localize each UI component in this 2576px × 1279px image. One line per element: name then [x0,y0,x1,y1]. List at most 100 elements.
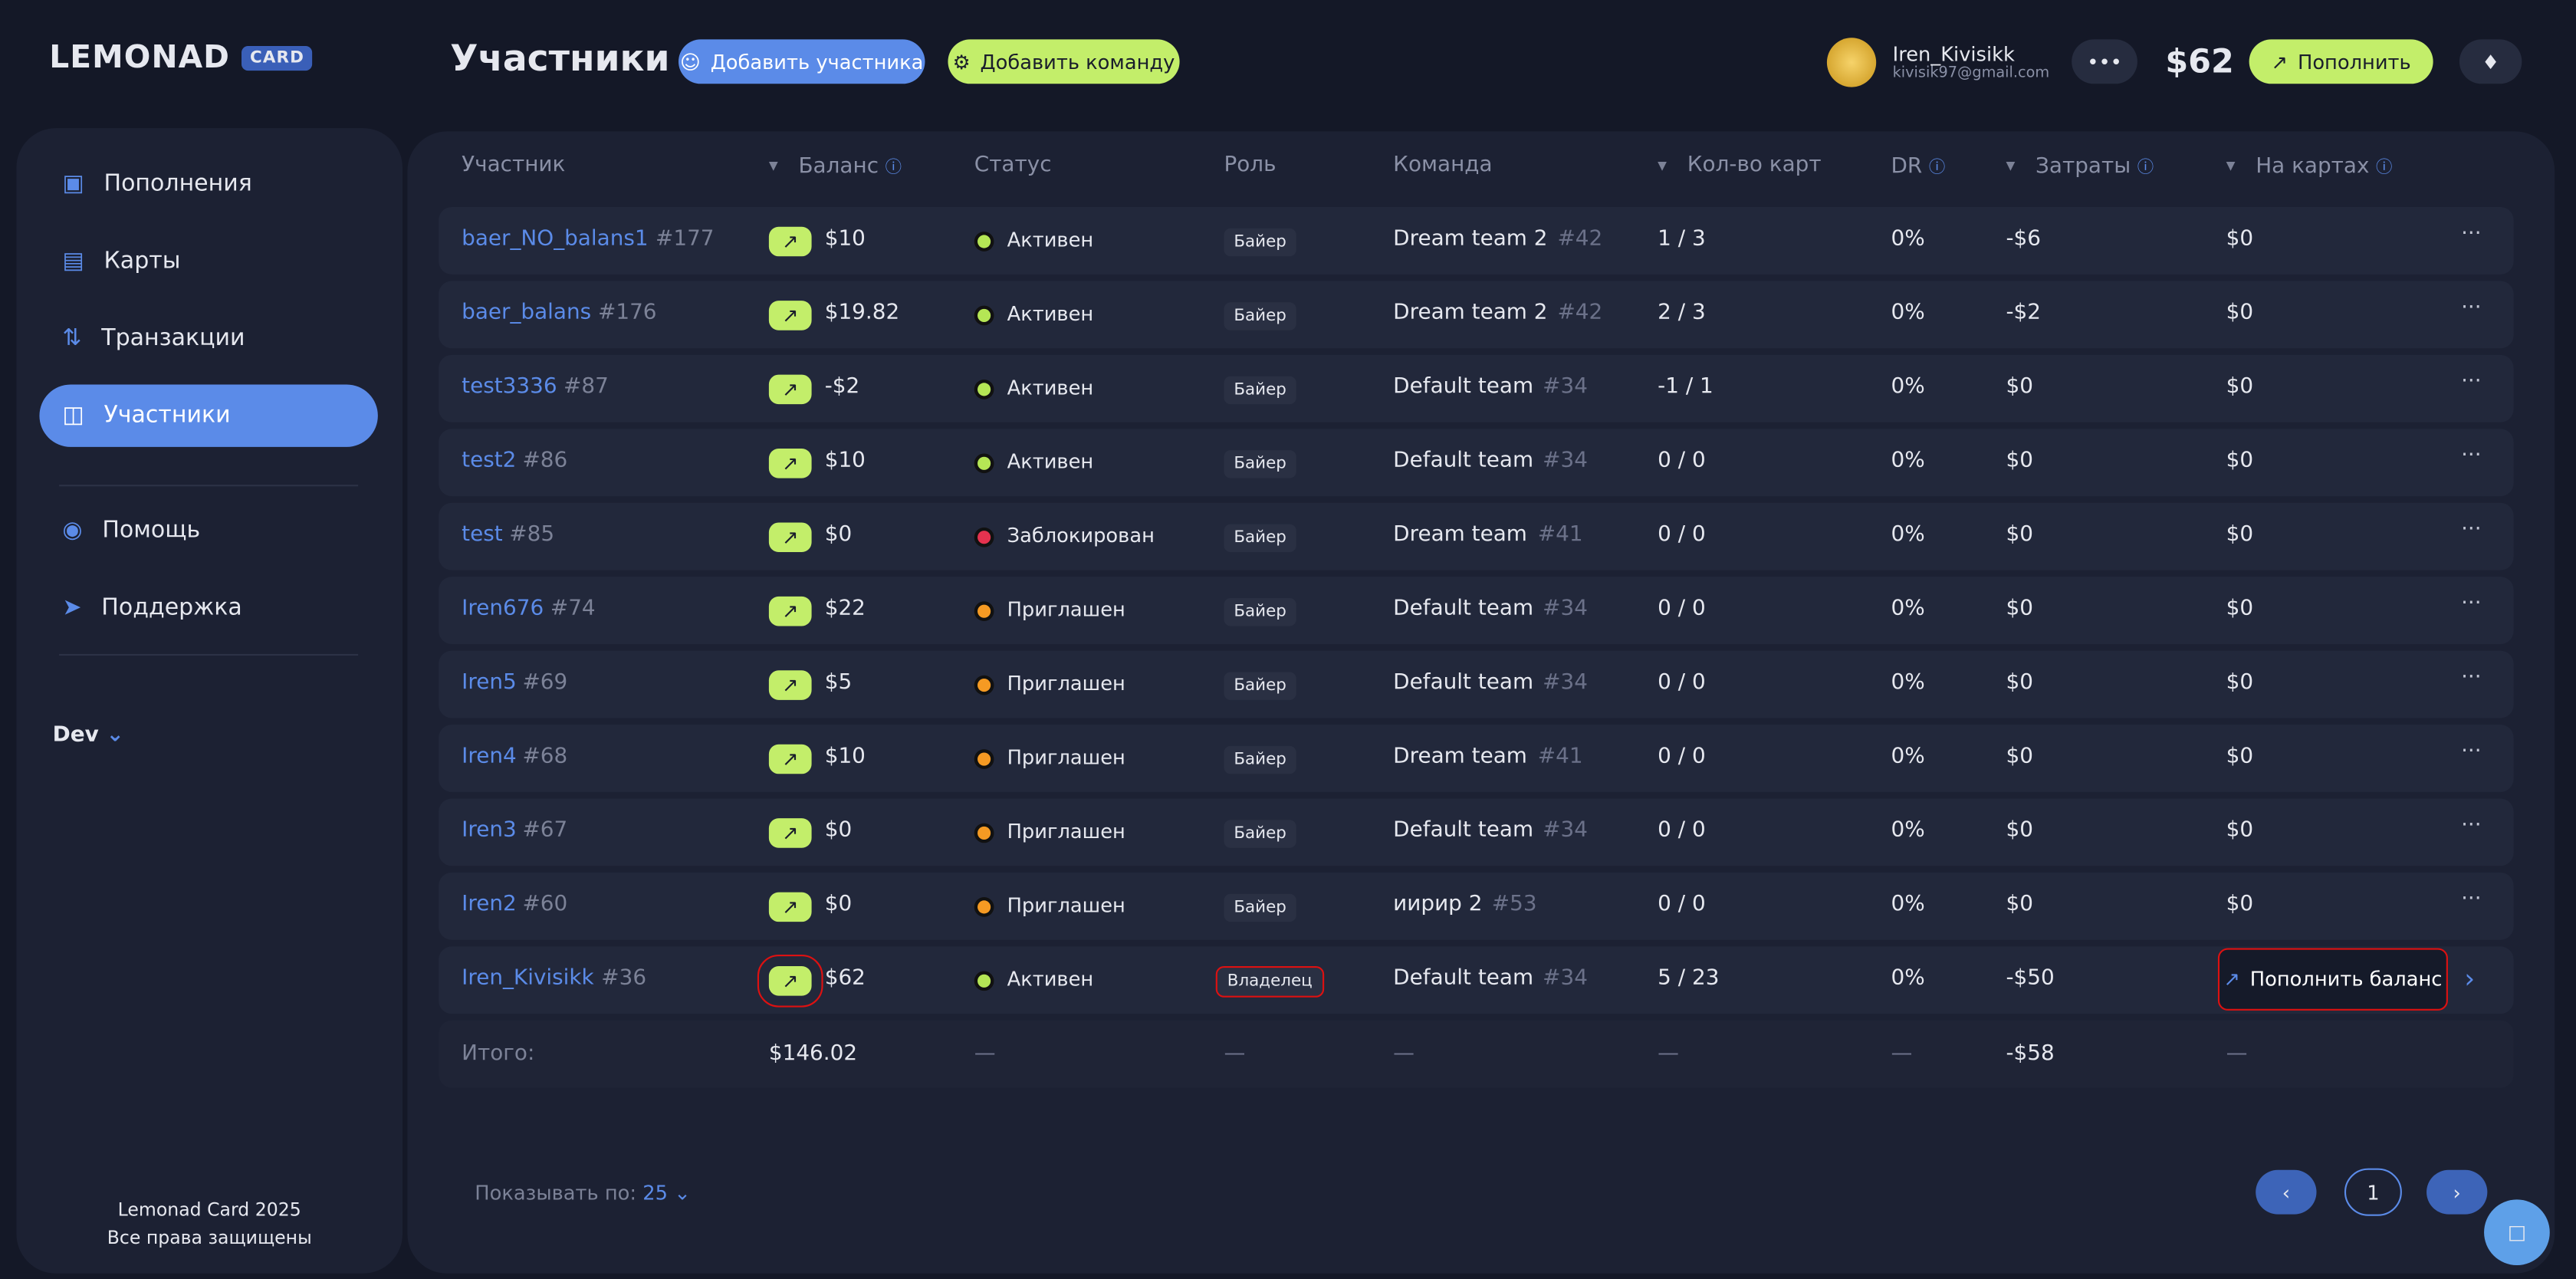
page-label: 1 [2367,1180,2380,1204]
nav-item[interactable]: ◉ Помощь [62,518,201,544]
top-up-icon[interactable]: ↗ [768,449,812,478]
member-name[interactable]: baer_NO_balans1 [462,226,649,252]
member-name[interactable]: test2 [462,449,517,474]
dr: 0% [1891,596,1925,622]
row-menu[interactable]: ··· [2461,295,2482,321]
row-menu[interactable]: ··· [2461,591,2482,616]
balance: $10 [824,226,866,252]
page-size-value[interactable]: 25 [642,1181,669,1205]
dr: 0% [1891,226,1925,252]
row-menu[interactable]: ··· [2461,443,2482,469]
add-member-button[interactable]: ☺ Добавить участника [678,39,925,84]
notifications-button[interactable]: ♦ [2459,39,2522,84]
role: Байер [1224,820,1296,848]
top-up-icon[interactable]: ↗ [768,892,812,922]
team: Default team [1393,449,1534,474]
row-menu[interactable]: ··· [2461,739,2482,764]
top-up-icon[interactable]: ↗ [768,744,812,774]
top-up-icon[interactable]: ↗ [768,226,812,257]
member-name[interactable]: Iren2 [462,892,517,917]
top-up-icon[interactable]: ↗ [768,670,812,700]
empty-cell: — [1224,1041,1246,1067]
nav-item[interactable]: ▣ Пополнения [62,170,252,198]
add-team-button[interactable]: ⚙ Добавить команду [948,39,1180,84]
more-button[interactable]: ••• [2072,39,2137,84]
nav-item[interactable]: ➤ Поддержка [62,594,242,622]
tooltip[interactable]: ↗ Пополнить баланс [2217,948,2448,1011]
divider [59,653,359,656]
member-id: #177 [656,226,715,252]
row-menu[interactable]: ··· [2461,370,2482,395]
column-header[interactable]: Баланс ⓘ [798,154,902,179]
spend: $0 [2006,744,2033,769]
role: Байер [1224,450,1296,478]
team: Default team [1393,374,1534,399]
chat-button[interactable]: □ [2484,1199,2550,1266]
row-menu[interactable]: ··· [2461,665,2482,691]
status: Активен [1007,450,1094,474]
member-name[interactable]: Iren676 [462,596,544,622]
nav-item[interactable]: ⇅ Транзакции [62,325,245,352]
total-row [439,1020,2514,1088]
status: Приглашен [1007,820,1125,843]
nav-item[interactable]: ▤ Карты [62,248,181,275]
top-up-icon[interactable]: ↗ [768,301,812,330]
top-up-icon[interactable]: ↗ [768,818,812,848]
top-up-button[interactable]: ↗ Пополнить [2249,39,2433,84]
column-header[interactable]: Статус [974,153,1052,178]
column-header[interactable]: Затраты ⓘ [2036,154,2154,179]
column-header[interactable]: DR ⓘ [1891,154,1946,179]
empty-cell: — [1891,1041,1913,1067]
dr: 0% [1891,301,1925,326]
role: Байер [1224,598,1296,626]
member-name[interactable]: Iren5 [462,670,517,695]
spend: -$6 [2006,226,2041,252]
empty-cell: — [2226,1041,2248,1067]
cards: 0 / 0 [1658,892,1706,917]
page-number[interactable]: 1 [2344,1168,2402,1216]
nav-item[interactable]: ◫ Участники [39,384,378,447]
dr: 0% [1891,670,1925,695]
balance: $0 [824,522,853,547]
column-header[interactable]: Команда [1393,153,1493,178]
row-menu[interactable]: ··· [2461,813,2482,838]
member-id: #74 [550,596,596,622]
member-name[interactable]: Iren4 [462,744,517,769]
sort-icon: ▾ [2006,154,2016,176]
team-id: #53 [1491,892,1537,917]
member-name[interactable]: baer_balans [462,301,592,326]
column-header[interactable]: Кол-во карт [1687,153,1822,178]
column-header[interactable]: Роль [1224,153,1276,178]
row-menu[interactable]: ··· [2461,887,2482,912]
column-header[interactable]: Участник [462,153,566,178]
row-menu[interactable]: ··· [2461,222,2482,247]
member-name[interactable]: Iren3 [462,818,517,843]
total-label: Итого: [462,1041,535,1067]
column-header[interactable]: На картах ⓘ [2256,154,2393,179]
top-up-icon[interactable]: ↗ [757,955,823,1008]
balance: $0 [824,818,853,843]
member-name[interactable]: test3336 [462,374,557,399]
header-balance: $62 [2165,41,2234,81]
member-name[interactable]: test [462,522,503,547]
sort-icon: ▾ [768,154,778,176]
user-name: Iren_Kivisikk [1892,42,2015,66]
row-menu[interactable]: ··· [2461,518,2482,543]
status-dot [978,604,991,618]
member-name[interactable]: Iren_Kivisikk [462,966,594,991]
status: Активен [1007,302,1094,326]
next-page[interactable]: › [2426,1169,2488,1215]
empty-cell: — [1393,1041,1415,1067]
team: Default team [1393,670,1534,695]
avatar[interactable] [1826,38,1877,87]
top-up-icon[interactable]: ↗ [768,374,812,405]
prev-page[interactable]: ‹ [2256,1169,2317,1215]
button-label: Добавить команду [980,50,1175,74]
cards: 5 / 23 [1658,966,1720,991]
on-cards: $0 [2226,226,2254,252]
env-select[interactable]: Dev ⌄ [52,722,124,748]
top-up-icon[interactable]: ↗ [768,522,812,553]
row-expand[interactable]: › [2464,962,2476,995]
top-up-icon[interactable]: ↗ [768,596,812,626]
